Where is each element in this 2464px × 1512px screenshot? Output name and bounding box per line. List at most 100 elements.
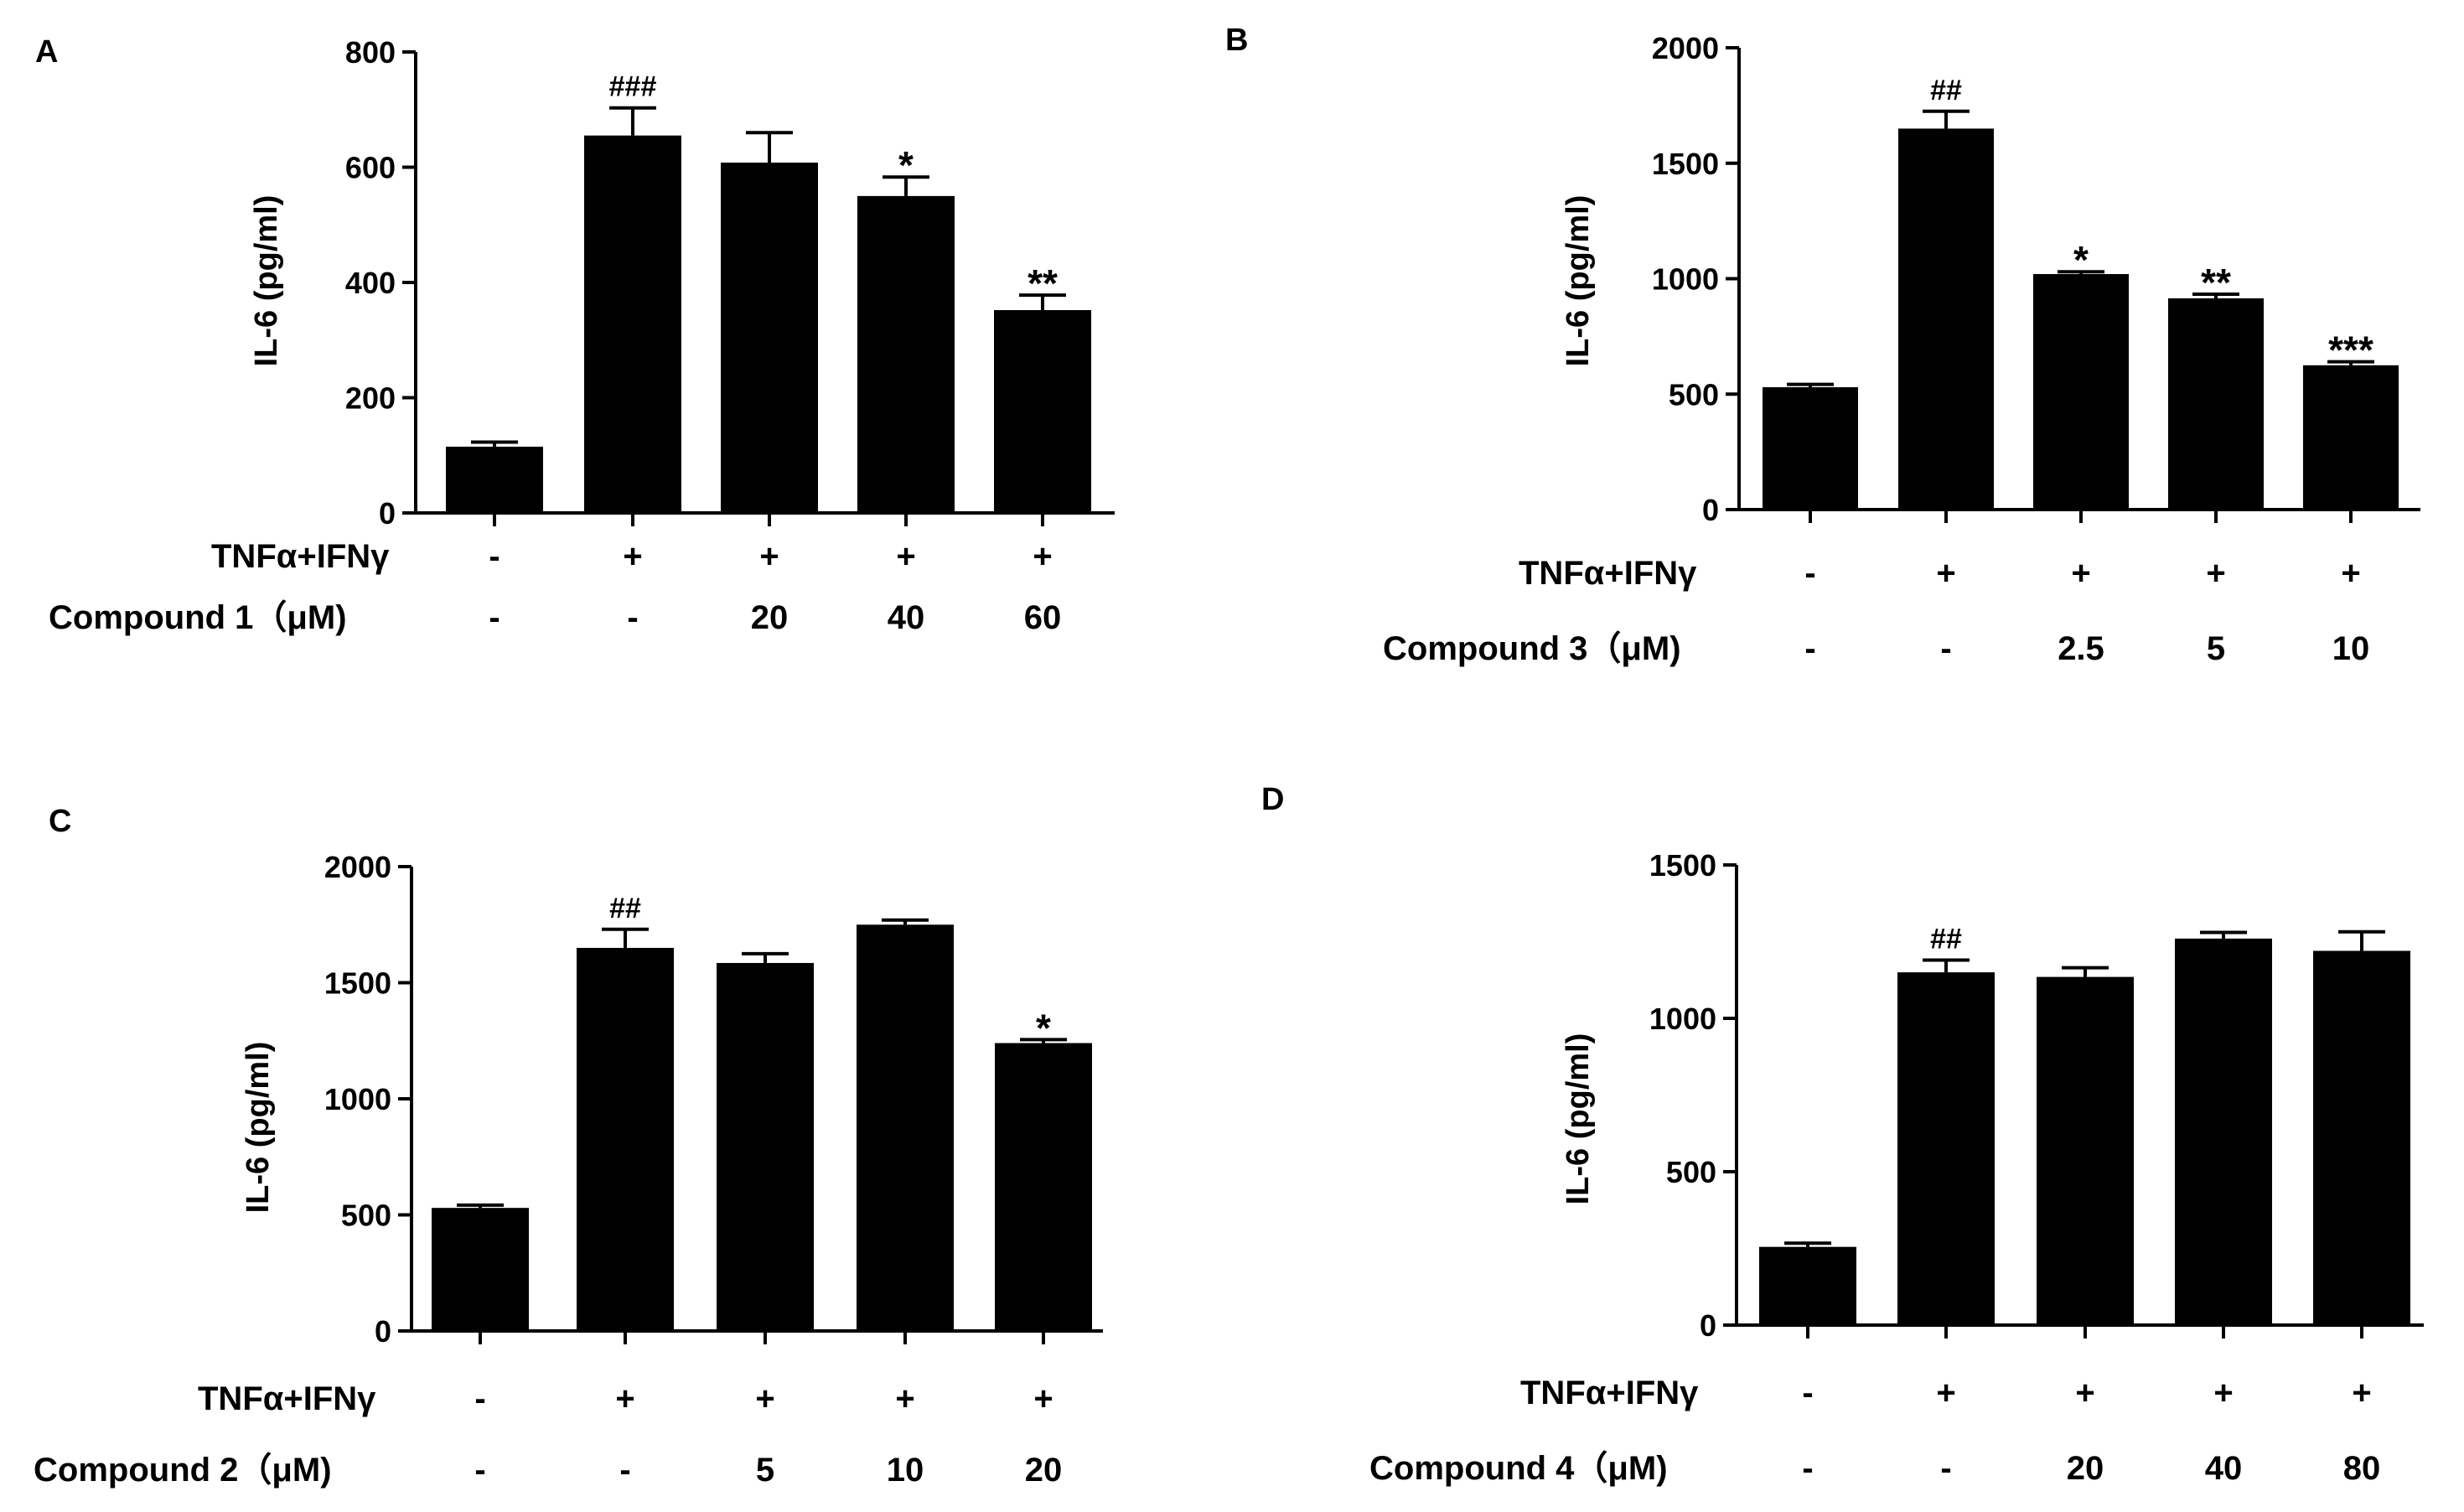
condition-value: + <box>755 1380 774 1417</box>
condition-value: - <box>489 538 500 575</box>
bar <box>2033 273 2129 510</box>
y-tick-label: 1500 <box>324 966 391 1001</box>
condition-value: + <box>2206 555 2225 592</box>
panel-letter-d: D <box>1261 782 1284 817</box>
condition-value: - <box>1804 555 1815 592</box>
condition-value: 10 <box>2332 630 2370 667</box>
y-axis-label: IL-6 (pg/ml) <box>1561 195 1596 367</box>
condition-value: - <box>1804 630 1815 667</box>
y-tick-label: 0 <box>375 1314 391 1349</box>
condition-value: - <box>1940 630 1951 667</box>
condition-value: + <box>759 538 779 575</box>
condition-value: + <box>2071 555 2090 592</box>
panel-b: B IL-6 (pg/ml) 0 500 1000 1500 2000 - - ## + - * +2… <box>1225 23 2420 667</box>
significance-label: ** <box>2201 261 2231 304</box>
y-tick-label: 200 <box>345 381 396 416</box>
plot-area: 0 500 1000 1500 2000 - - ## + - * +2.5 ** +5 *** +10 <box>1652 31 2420 667</box>
bar <box>2313 950 2410 1325</box>
condition-value: - <box>1802 1375 1813 1411</box>
condition-value: - <box>474 1452 485 1489</box>
bar <box>2168 298 2264 510</box>
condition-value: 20 <box>751 599 789 636</box>
panel-d: D IL-6 (pg/ml) 0 500 1000 1500 - - ## + - +20 +40 +… <box>1261 782 2424 1487</box>
condition-value: - <box>489 599 500 636</box>
bar <box>995 1043 1092 1331</box>
significance-label: ### <box>609 71 657 103</box>
condition-value: - <box>619 1452 630 1489</box>
significance-label: ## <box>1930 75 1962 106</box>
significance-label: * <box>1036 1006 1051 1049</box>
panel-c: C IL-6 (pg/ml) 0 500 1000 1500 2000 - - ## + - +5 +… <box>34 804 1103 1489</box>
y-tick-label: 500 <box>1666 1155 1716 1189</box>
y-tick-label: 1500 <box>1652 147 1719 181</box>
condition-value: - <box>1802 1450 1813 1487</box>
y-tick-label: 0 <box>1702 493 1719 527</box>
condition-value: 10 <box>887 1452 924 1489</box>
condition-value: + <box>615 1380 634 1417</box>
bar <box>1898 128 1994 510</box>
condition-value: + <box>2213 1375 2233 1411</box>
condition-value: 2.5 <box>2058 630 2104 667</box>
condition-value: + <box>2341 555 2360 592</box>
row-label-compound: Compound 4（μM) <box>1369 1450 1668 1487</box>
condition-value: - <box>627 599 638 636</box>
condition-value: + <box>2352 1375 2371 1411</box>
condition-value: - <box>474 1380 485 1417</box>
y-tick-label: 2000 <box>324 850 391 884</box>
condition-value: 60 <box>1024 599 1062 636</box>
row-label-tnfa-ifng: TNFα+IFNγ <box>1519 555 1697 592</box>
bar <box>432 1208 529 1331</box>
bar <box>857 924 954 1331</box>
y-tick-label: 500 <box>1669 377 1719 412</box>
condition-value: 20 <box>1025 1452 1063 1489</box>
condition-value: + <box>1936 1375 1955 1411</box>
condition-value: - <box>1940 1450 1951 1487</box>
y-tick-label: 600 <box>345 151 396 185</box>
condition-value: + <box>1033 538 1052 575</box>
condition-value: 40 <box>888 599 925 636</box>
plot-area: 0 500 1000 1500 - - ## + - +20 +40 +80 <box>1649 848 2424 1487</box>
row-label-tnfa-ifng: TNFα+IFNγ <box>198 1380 376 1417</box>
y-tick-label: 1000 <box>324 1082 391 1116</box>
condition-value: 40 <box>2205 1450 2243 1487</box>
bar <box>446 446 543 513</box>
condition-value: + <box>1936 555 1955 592</box>
bar <box>717 962 814 1331</box>
condition-value: 5 <box>756 1452 774 1489</box>
significance-label: * <box>898 143 914 187</box>
y-tick-label: 0 <box>1700 1308 1716 1343</box>
panel-letter-b: B <box>1225 23 1248 58</box>
y-tick-label: 800 <box>345 35 396 70</box>
condition-value: + <box>896 538 915 575</box>
condition-value: + <box>895 1380 914 1417</box>
condition-value: + <box>1033 1380 1053 1417</box>
y-tick-label: 500 <box>341 1199 391 1233</box>
significance-label: * <box>2073 238 2089 282</box>
y-tick-label: 400 <box>345 266 396 300</box>
bar <box>1897 972 1995 1325</box>
significance-label: ** <box>1028 261 1058 305</box>
significance-label: ## <box>609 893 641 924</box>
row-label-compound: Compound 1（μM) <box>49 599 347 636</box>
condition-value: + <box>2075 1375 2094 1411</box>
y-tick-label: 1500 <box>1649 848 1716 883</box>
y-axis-label: IL-6 (pg/ml) <box>249 195 284 367</box>
row-label-tnfa-ifng: TNFα+IFNγ <box>211 538 390 575</box>
significance-label: ## <box>1930 923 1962 955</box>
row-label-compound: Compound 3（μM) <box>1383 630 1681 667</box>
bar <box>577 947 674 1331</box>
y-tick-label: 2000 <box>1652 31 1719 65</box>
panel-letter-a: A <box>35 34 58 70</box>
y-tick-label: 1000 <box>1649 1002 1716 1036</box>
row-label-compound: Compound 2（μM) <box>34 1452 332 1489</box>
bar <box>2175 938 2272 1325</box>
y-axis-label: IL-6 (pg/ml) <box>241 1042 276 1214</box>
y-tick-label: 1000 <box>1652 262 1719 297</box>
bar <box>1763 386 1858 510</box>
bar <box>857 195 955 513</box>
plot-area: 0 200 400 600 800 - - ### + - +20 * +40 ** +60 <box>345 35 1115 636</box>
panel-a: A IL-6 (pg/ml) 0 200 400 600 800 - - ### + - +20 * +… <box>35 34 1115 636</box>
bar <box>721 163 818 513</box>
bar <box>994 310 1091 513</box>
